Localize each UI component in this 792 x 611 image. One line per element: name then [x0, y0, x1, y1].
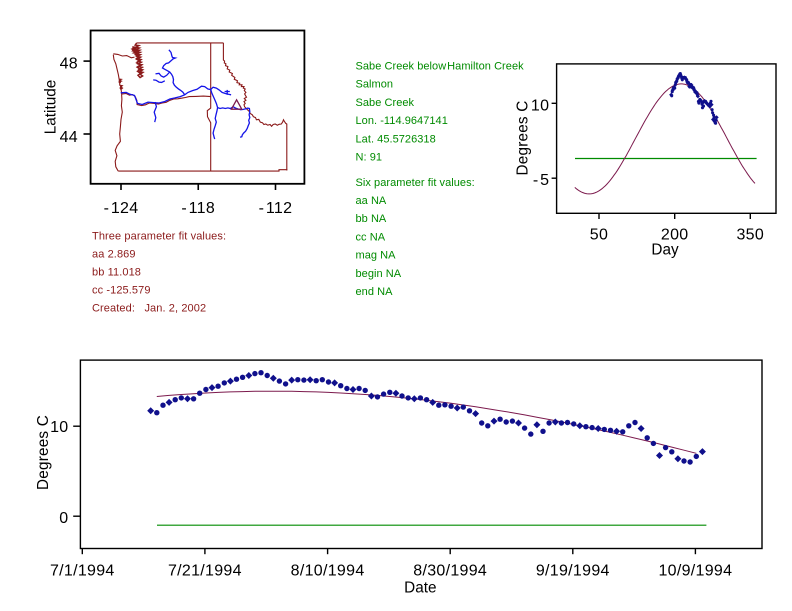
- svg-text:Degrees C: Degrees C: [515, 101, 532, 176]
- svg-text:Six parameter fit values:: Six parameter fit values:: [356, 177, 475, 189]
- svg-text:0: 0: [59, 510, 68, 527]
- svg-text:- 5: - 5: [533, 172, 549, 189]
- svg-text:48: 48: [60, 56, 78, 73]
- svg-text:50: 50: [590, 227, 608, 244]
- svg-text:10: 10: [531, 97, 549, 114]
- svg-text:aa 2.869: aa 2.869: [92, 249, 136, 261]
- svg-text:Lon. -114.9647141: Lon. -114.9647141: [356, 115, 448, 127]
- svg-text:aa NA: aa NA: [356, 195, 387, 207]
- svg-text:- 124: - 124: [104, 200, 139, 217]
- svg-text:begin NA: begin NA: [356, 268, 402, 280]
- svg-text:cc NA: cc NA: [356, 231, 386, 243]
- svg-text:Day: Day: [651, 242, 679, 259]
- svg-text:10/9/1994: 10/9/1994: [658, 563, 732, 580]
- svg-text:Date: Date: [404, 579, 436, 596]
- svg-text:8/10/1994: 8/10/1994: [291, 563, 365, 580]
- svg-text:- 118: - 118: [181, 200, 215, 217]
- svg-text:10: 10: [50, 419, 68, 436]
- svg-text:Created: Jan. 2, 2002: Created: Jan. 2, 2002: [92, 303, 206, 315]
- svg-text:Sabe Creek below Hamilton Cree: Sabe Creek below Hamilton Creek: [356, 61, 525, 73]
- svg-text:Degrees C: Degrees C: [35, 415, 52, 490]
- svg-text:Salmon: Salmon: [356, 79, 394, 91]
- svg-text:9/19/1994: 9/19/1994: [536, 563, 610, 580]
- svg-text:350: 350: [736, 227, 764, 244]
- svg-text:bb NA: bb NA: [356, 213, 387, 225]
- svg-text:Lat. 45.5726318: Lat. 45.5726318: [356, 133, 436, 145]
- svg-text:Three parameter fit values:: Three parameter fit values:: [92, 231, 226, 243]
- svg-text:7/1/1994: 7/1/1994: [50, 563, 115, 580]
- svg-text:bb 11.018: bb 11.018: [92, 267, 141, 279]
- svg-text:44: 44: [60, 129, 78, 146]
- svg-text:cc -125.579: cc -125.579: [92, 285, 151, 297]
- svg-text:8/30/1994: 8/30/1994: [413, 563, 487, 580]
- svg-text:7/21/1994: 7/21/1994: [168, 563, 242, 580]
- svg-text:N: 91: N: 91: [356, 152, 383, 164]
- svg-text:- 112: - 112: [259, 200, 293, 217]
- svg-text:Sabe Creek: Sabe Creek: [356, 97, 415, 109]
- svg-text:200: 200: [661, 227, 689, 244]
- svg-text:end NA: end NA: [356, 286, 394, 298]
- svg-text:Latitude: Latitude: [43, 80, 60, 134]
- svg-text:mag NA: mag NA: [356, 250, 397, 262]
